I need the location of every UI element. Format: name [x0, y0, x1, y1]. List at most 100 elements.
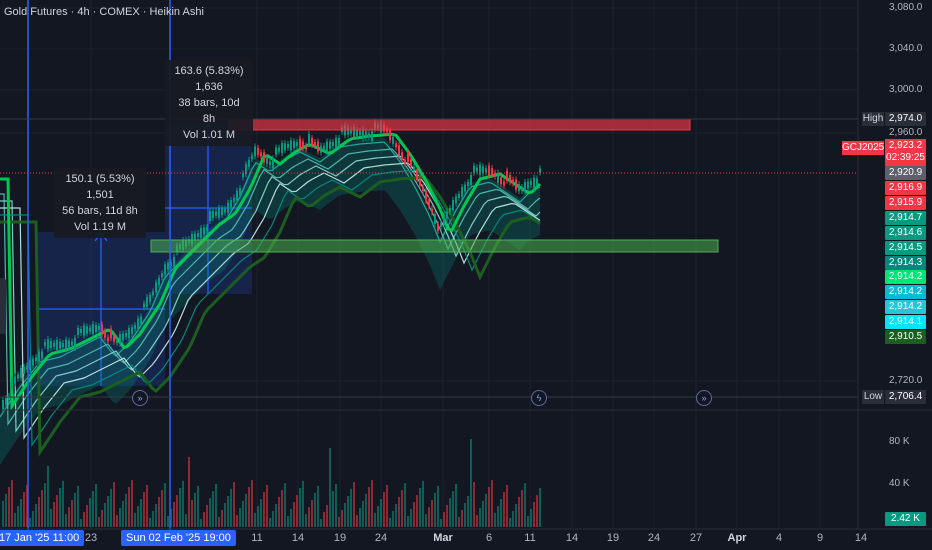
volume-bar — [494, 513, 496, 527]
volume-bar — [314, 493, 316, 527]
volume-bar — [344, 503, 346, 527]
volume-bar — [515, 504, 517, 527]
volume-bar — [110, 489, 112, 527]
volume-bar — [506, 485, 508, 527]
volume-bar — [401, 490, 403, 527]
volume-bar — [29, 518, 31, 527]
volume-bar — [107, 496, 109, 527]
volume-bar — [443, 512, 445, 527]
volume-bar — [8, 487, 10, 527]
fast-forward-icon[interactable]: » — [696, 390, 712, 406]
high-label: High — [862, 112, 884, 126]
volume-bar — [245, 494, 247, 527]
volume-bar — [473, 482, 475, 527]
volume-bar — [338, 517, 340, 527]
ma-value-label: 2,914.7 — [885, 211, 926, 225]
volume-bar — [104, 503, 106, 527]
time-label: 27 — [689, 532, 703, 544]
volume-bar — [371, 480, 373, 527]
volume-bar — [419, 488, 421, 527]
symbol-label: GCJ2025 — [842, 141, 885, 155]
volume-bars — [2, 439, 541, 527]
volume-bar — [221, 510, 223, 527]
volume-bar — [230, 489, 232, 527]
time-label: 14 — [291, 532, 305, 544]
volume-bar — [251, 480, 253, 527]
volume-bar — [296, 495, 298, 527]
volume-bar — [209, 498, 211, 527]
volume-bar — [512, 511, 514, 527]
volume-bar — [17, 506, 19, 527]
volume-bar — [341, 510, 343, 527]
volume-bar — [449, 498, 451, 527]
volume-bar — [320, 519, 322, 527]
ma-value-label: 2,915.9 — [885, 196, 926, 210]
volume-bar — [362, 501, 364, 527]
volume-bar — [323, 512, 325, 527]
volume-bar — [488, 487, 490, 527]
volume-bar — [317, 486, 319, 527]
volume-bar — [101, 510, 103, 527]
volume-bar — [359, 508, 361, 527]
lightning-icon[interactable]: ϟ — [531, 390, 547, 406]
time-label: 24 — [647, 532, 661, 544]
measure-box-1-bars: 56 bars, 11d 8h — [62, 205, 138, 217]
volume-bar — [440, 519, 442, 527]
ma-value-label: 2,914.1 — [885, 315, 926, 329]
volume-bar — [86, 505, 88, 527]
volume-bar — [56, 495, 58, 527]
volume-bar — [275, 504, 277, 527]
time-selected-left[interactable]: 17 Jan '25 11:00 — [0, 530, 85, 546]
resistance-zone[interactable] — [228, 118, 691, 131]
time-label: 19 — [606, 532, 620, 544]
volume-bar — [377, 506, 379, 527]
volume-value: 2.42 K — [885, 512, 926, 526]
volume-bar — [434, 493, 436, 527]
volume-bar — [23, 492, 25, 527]
volume-bar — [410, 509, 412, 527]
volume-bar — [65, 514, 67, 527]
volume-bar — [92, 491, 94, 527]
volume-bar — [308, 507, 310, 527]
volume-bar — [185, 514, 187, 527]
volume-bar — [479, 508, 481, 527]
time-label: 14 — [565, 532, 579, 544]
volume-bar — [347, 496, 349, 527]
price-tick: 2,720.0 — [889, 375, 923, 386]
volume-bar — [356, 515, 358, 527]
ma-value-label: 2,914.5 — [885, 241, 926, 255]
chart-title[interactable]: Gold Futures · 4h · COMEX · Heikin Ashi — [4, 6, 204, 18]
volume-bar — [47, 466, 49, 527]
volume-bar — [35, 504, 37, 527]
measure-box-2-bars: 38 bars, 10d 8h — [178, 97, 240, 125]
volume-bar — [200, 519, 202, 527]
measure-box-1-change: 150.1 (5.53%) 1,501 — [65, 173, 135, 201]
time-label: 19 — [333, 532, 347, 544]
volume-bar — [233, 482, 235, 527]
volume-bar — [299, 488, 301, 527]
volume-bar — [125, 494, 127, 527]
volume-bar — [167, 516, 169, 527]
ma-value-label: 2,910.5 — [885, 330, 926, 344]
time-label: Mar — [433, 532, 453, 544]
left-edge-tab[interactable] — [0, 278, 6, 334]
price-tick: 3,000.0 — [889, 84, 923, 95]
volume-bar — [380, 499, 382, 527]
volume-bar — [188, 457, 190, 527]
volume-bar — [20, 499, 22, 527]
measure-box-1[interactable]: 150.1 (5.53%) 1,501 56 bars, 11d 8h Vol … — [54, 168, 146, 238]
measure-box-2[interactable]: 163.6 (5.83%) 1,636 38 bars, 10d 8h Vol … — [165, 60, 253, 146]
volume-bar — [158, 497, 160, 527]
support-zone[interactable] — [150, 239, 719, 253]
volume-bar — [59, 488, 61, 527]
fast-forward-icon[interactable]: » — [132, 390, 148, 406]
volume-bar — [404, 483, 406, 527]
volume-bar — [182, 481, 184, 527]
price-tick: 3,040.0 — [889, 43, 923, 54]
volume-bar — [332, 491, 334, 527]
grid — [0, 0, 858, 528]
volume-bar — [365, 494, 367, 527]
time-selected-right[interactable]: Sun 02 Feb '25 19:00 — [121, 530, 236, 546]
